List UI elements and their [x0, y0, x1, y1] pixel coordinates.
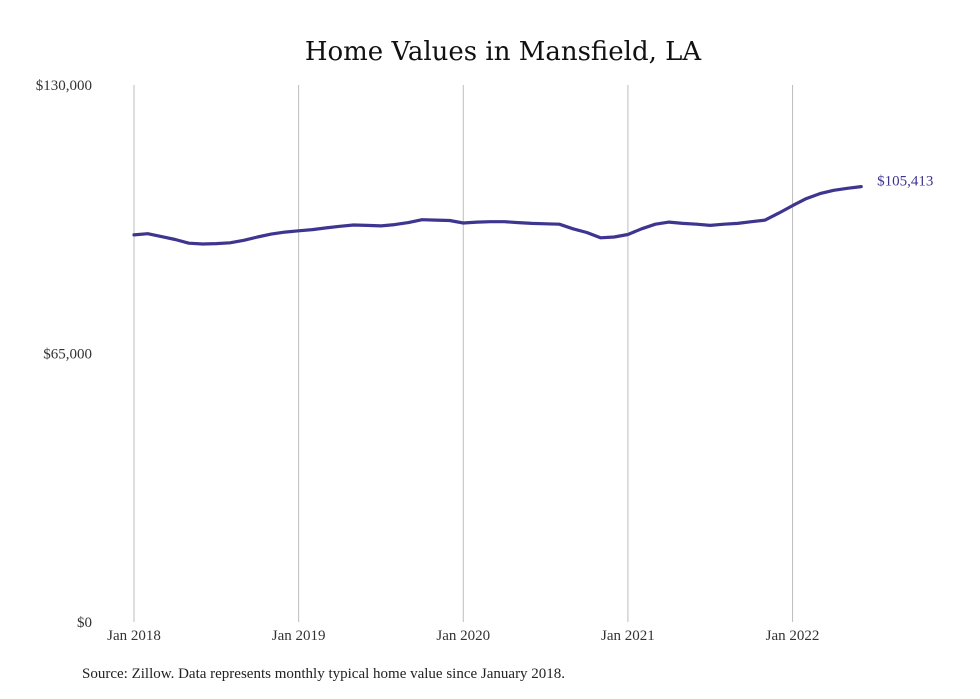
x-tick-label: Jan 2022	[766, 628, 820, 644]
vertical-gridlines	[133, 85, 794, 622]
y-axis-tick-labels: $0 $65,000 $130,000	[36, 78, 92, 631]
end-value-label: $105,413	[877, 174, 933, 190]
x-tick-label: Jan 2020	[436, 628, 490, 644]
x-tick-label: Jan 2018	[107, 628, 161, 644]
y-tick-label: $0	[77, 615, 92, 631]
x-tick-label: Jan 2019	[272, 628, 326, 644]
x-axis-tick-labels: Jan 2018 Jan 2019 Jan 2020 Jan 2021 Jan 2022	[107, 628, 819, 644]
y-tick-label: $65,000	[43, 347, 92, 363]
source-note: Source: Zillow. Data represents monthly …	[82, 666, 566, 682]
chart-title: Home Values in Mansfield, LA	[305, 37, 703, 67]
series-line-home-values	[132, 185, 863, 246]
y-tick-label: $130,000	[36, 78, 92, 94]
x-tick-label: Jan 2021	[601, 628, 655, 644]
